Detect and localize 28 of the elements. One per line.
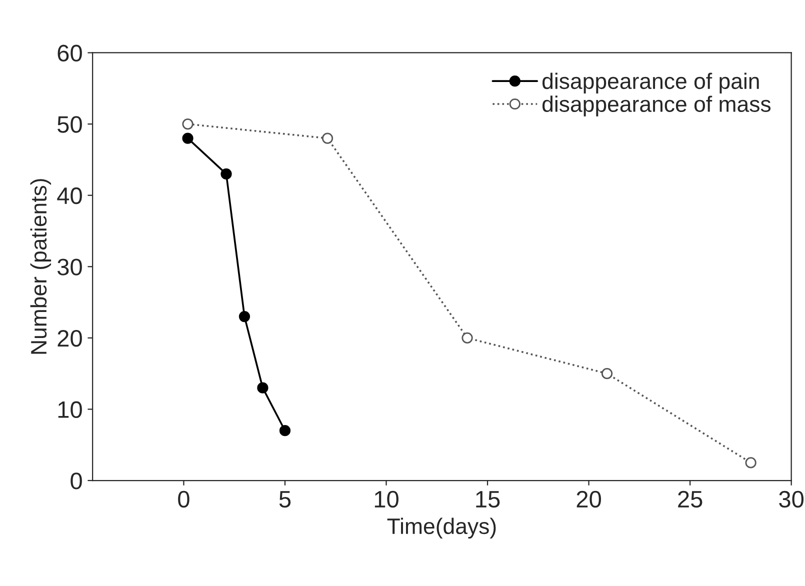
x-tick-label: 20 (576, 490, 601, 508)
point (601, 368, 613, 380)
y-tick-label: 30 (57, 258, 82, 276)
y-tick-label: 20 (58, 330, 82, 347)
y-tick-label: 10 (58, 401, 82, 418)
x-tick-label: 0 (178, 490, 190, 508)
point (462, 332, 473, 344)
point (322, 132, 334, 144)
legend-label: disappearance of pain (542, 72, 759, 94)
legend-label: disappearance of mass (542, 96, 771, 116)
point (220, 168, 232, 180)
x-tick-label: 10 (374, 490, 398, 508)
x-tick-label: 15 (476, 491, 500, 508)
x-tick-label: 25 (678, 490, 702, 508)
point (257, 382, 268, 394)
y-tick-label: 0 (70, 472, 82, 490)
x-tick-label: 5 (279, 491, 291, 508)
point (745, 457, 756, 468)
y-tick-label: 50 (58, 116, 82, 133)
point (182, 132, 194, 144)
y-axis-title: Number (patients) (30, 179, 52, 354)
y-tick-label: 60 (58, 44, 82, 62)
y-tick-label: 40 (57, 187, 82, 204)
point (279, 425, 291, 436)
x-tick-label: 30 (779, 490, 804, 508)
point (238, 310, 250, 322)
point (182, 118, 194, 130)
x-axis-title: Time(days) (387, 518, 496, 539)
